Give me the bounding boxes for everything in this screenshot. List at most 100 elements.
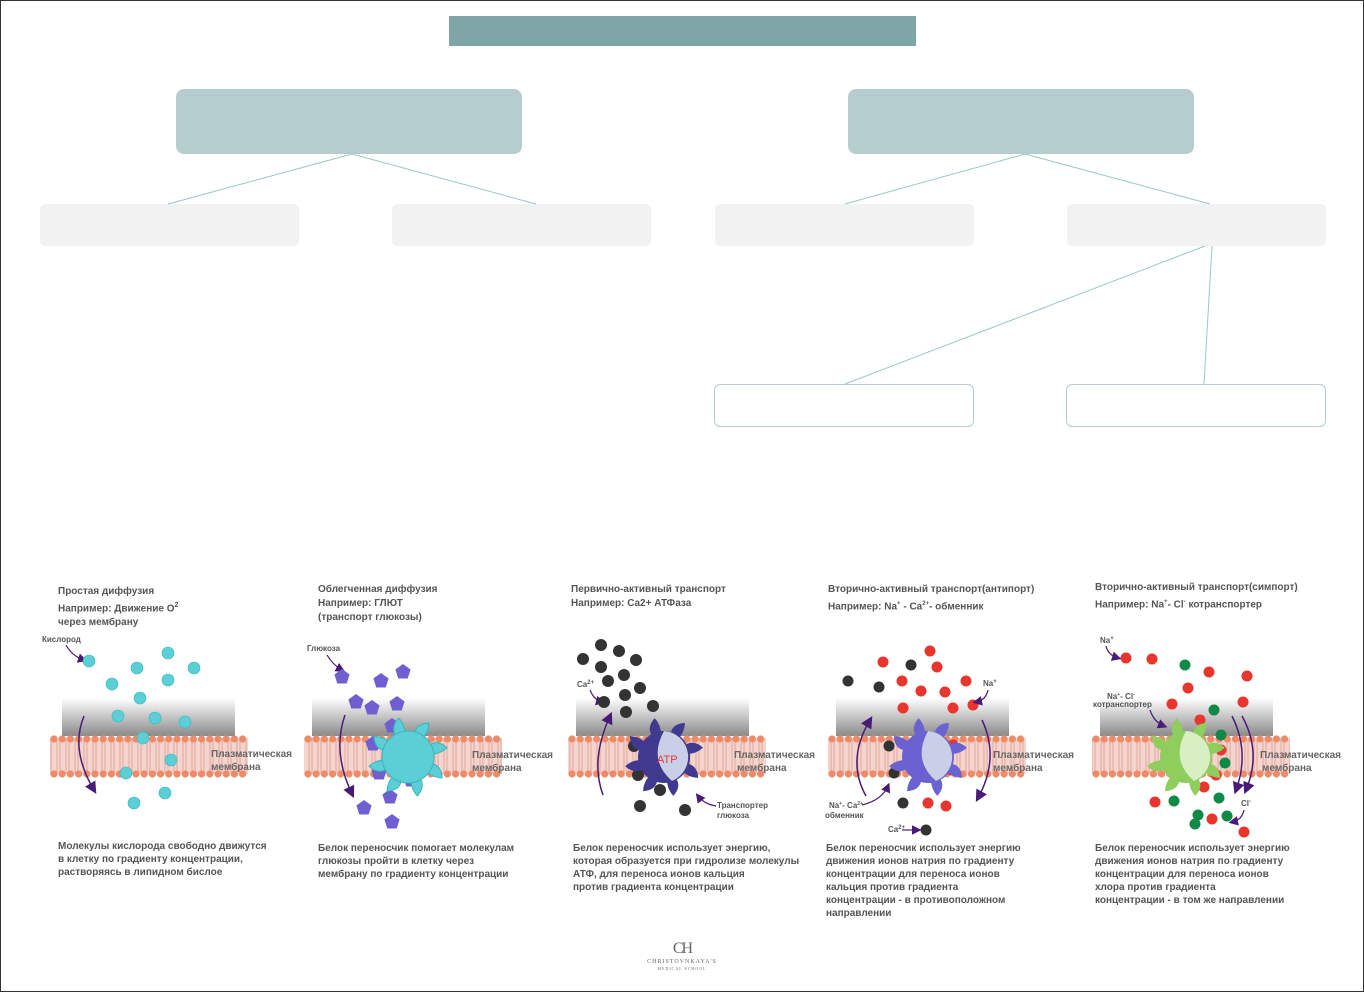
lipid-head	[757, 735, 765, 743]
chloride-ion	[1168, 795, 1180, 807]
gradient-arrow	[975, 719, 991, 802]
lipid-head	[116, 735, 124, 743]
sodium-ion	[877, 656, 889, 668]
oxygen-molecule	[164, 753, 178, 767]
cotransporter-label: котранспортер	[1093, 700, 1152, 709]
lipid-head	[165, 735, 173, 743]
membrane-label: мембрана	[993, 762, 1043, 774]
chloride-ion	[1221, 810, 1233, 822]
membrane-labels: Плазматическая мембрана Плазматическая м…	[211, 749, 1341, 774]
lipid-head	[353, 770, 361, 778]
sodium-ion	[967, 699, 979, 711]
calcium-ion	[613, 645, 625, 657]
lipid-head	[484, 735, 492, 743]
lipid-head	[828, 770, 836, 778]
panel4-example: Например: Na+ - Ca2+- обменник	[828, 601, 984, 613]
calcium-ion	[619, 689, 631, 701]
lipid-head	[189, 770, 197, 778]
lipid-head	[468, 770, 476, 778]
lipid-head	[1281, 770, 1289, 778]
lipid-head	[869, 770, 877, 778]
lipid-head	[329, 735, 337, 743]
lipid-head	[1149, 770, 1157, 778]
calcium-ion	[679, 804, 691, 816]
lipid-head	[435, 735, 443, 743]
lipid-head	[443, 735, 451, 743]
label-arrow	[972, 689, 989, 706]
panel2-illustration: Глюкоза	[307, 644, 448, 829]
sodium-ion	[931, 661, 943, 673]
glucose-molecule	[382, 789, 398, 804]
panel5-example: Например: Na+- Cl- котранспортер	[1095, 599, 1263, 611]
lipid-head	[1108, 735, 1116, 743]
lipid-head	[1281, 735, 1289, 743]
lipid-head	[861, 770, 869, 778]
label-arrow	[65, 644, 88, 663]
lipid-head	[107, 770, 115, 778]
panel5-caption: Вторично-активный транспорт(симпорт) Нап…	[1095, 581, 1298, 612]
panel3-example: Например: Ca2+ АТФаза	[571, 598, 692, 609]
lipid-head	[1100, 735, 1108, 743]
sodium-ion	[1241, 670, 1253, 682]
sodium-ion	[922, 797, 934, 809]
sodium-ion	[939, 686, 951, 698]
transporter-label: глюкоза	[717, 811, 750, 820]
sodium-ion	[1120, 652, 1132, 664]
lipid-head	[732, 735, 740, 743]
sodium-ion	[915, 685, 927, 697]
sodium-ion	[947, 702, 959, 714]
lipid-head	[1207, 735, 1215, 743]
calcium-ion	[920, 824, 932, 836]
lipid-head	[107, 735, 115, 743]
lipid-head	[1008, 735, 1017, 743]
sodium-label: Na+	[983, 679, 997, 688]
lipid-head	[75, 770, 83, 778]
membrane-label: мембрана	[1262, 762, 1312, 774]
lipid-head	[1158, 770, 1166, 778]
lipid-head	[58, 735, 66, 743]
lipid-head	[584, 735, 593, 743]
lipid-head	[91, 770, 99, 778]
chloride-ion	[1208, 704, 1220, 716]
connector-line	[844, 245, 1206, 385]
lipid-head	[1141, 735, 1149, 743]
connector-line	[1024, 153, 1211, 205]
exchanger-label: обменник	[825, 811, 865, 820]
lipid-head	[198, 735, 206, 743]
lipid-head	[484, 770, 492, 778]
lipid-head	[206, 735, 214, 743]
lipid-head	[836, 770, 844, 778]
lipid-head	[976, 735, 984, 743]
panel2-description: Белок переносчик помогает молекулам глюк…	[318, 843, 515, 880]
membrane-label: мембрана	[472, 762, 522, 774]
chloride-label: Cl-	[1241, 799, 1251, 808]
lipid-head	[601, 770, 609, 778]
lipid-head	[707, 770, 716, 778]
calcium-ion	[598, 696, 610, 708]
lipid-head	[877, 770, 885, 778]
logo-name: CHRISTOVNKAYA'S	[647, 959, 717, 965]
chloride-ion	[1213, 792, 1225, 804]
lipid-head	[699, 735, 707, 743]
lipid-head	[148, 735, 156, 743]
lipid-head	[320, 735, 328, 743]
lipid-head	[345, 770, 353, 778]
connector-line	[351, 153, 537, 205]
lipid-head	[452, 735, 460, 743]
lipid-head	[189, 735, 197, 743]
oxygen-molecule	[133, 691, 147, 705]
lipid-head	[452, 770, 460, 778]
lipid-head	[828, 735, 836, 743]
lipid-head	[1000, 770, 1008, 778]
lipid-head	[967, 735, 976, 743]
subcategory-box-2	[392, 204, 651, 246]
subcategory-box-3	[715, 204, 974, 246]
sodium-ion	[960, 675, 972, 687]
lipid-head	[50, 735, 58, 743]
lipid-head	[230, 770, 238, 778]
lipid-head	[757, 770, 765, 778]
cotransporter-label: Na+- Cl-	[1107, 692, 1135, 701]
lipid-head	[1108, 770, 1116, 778]
